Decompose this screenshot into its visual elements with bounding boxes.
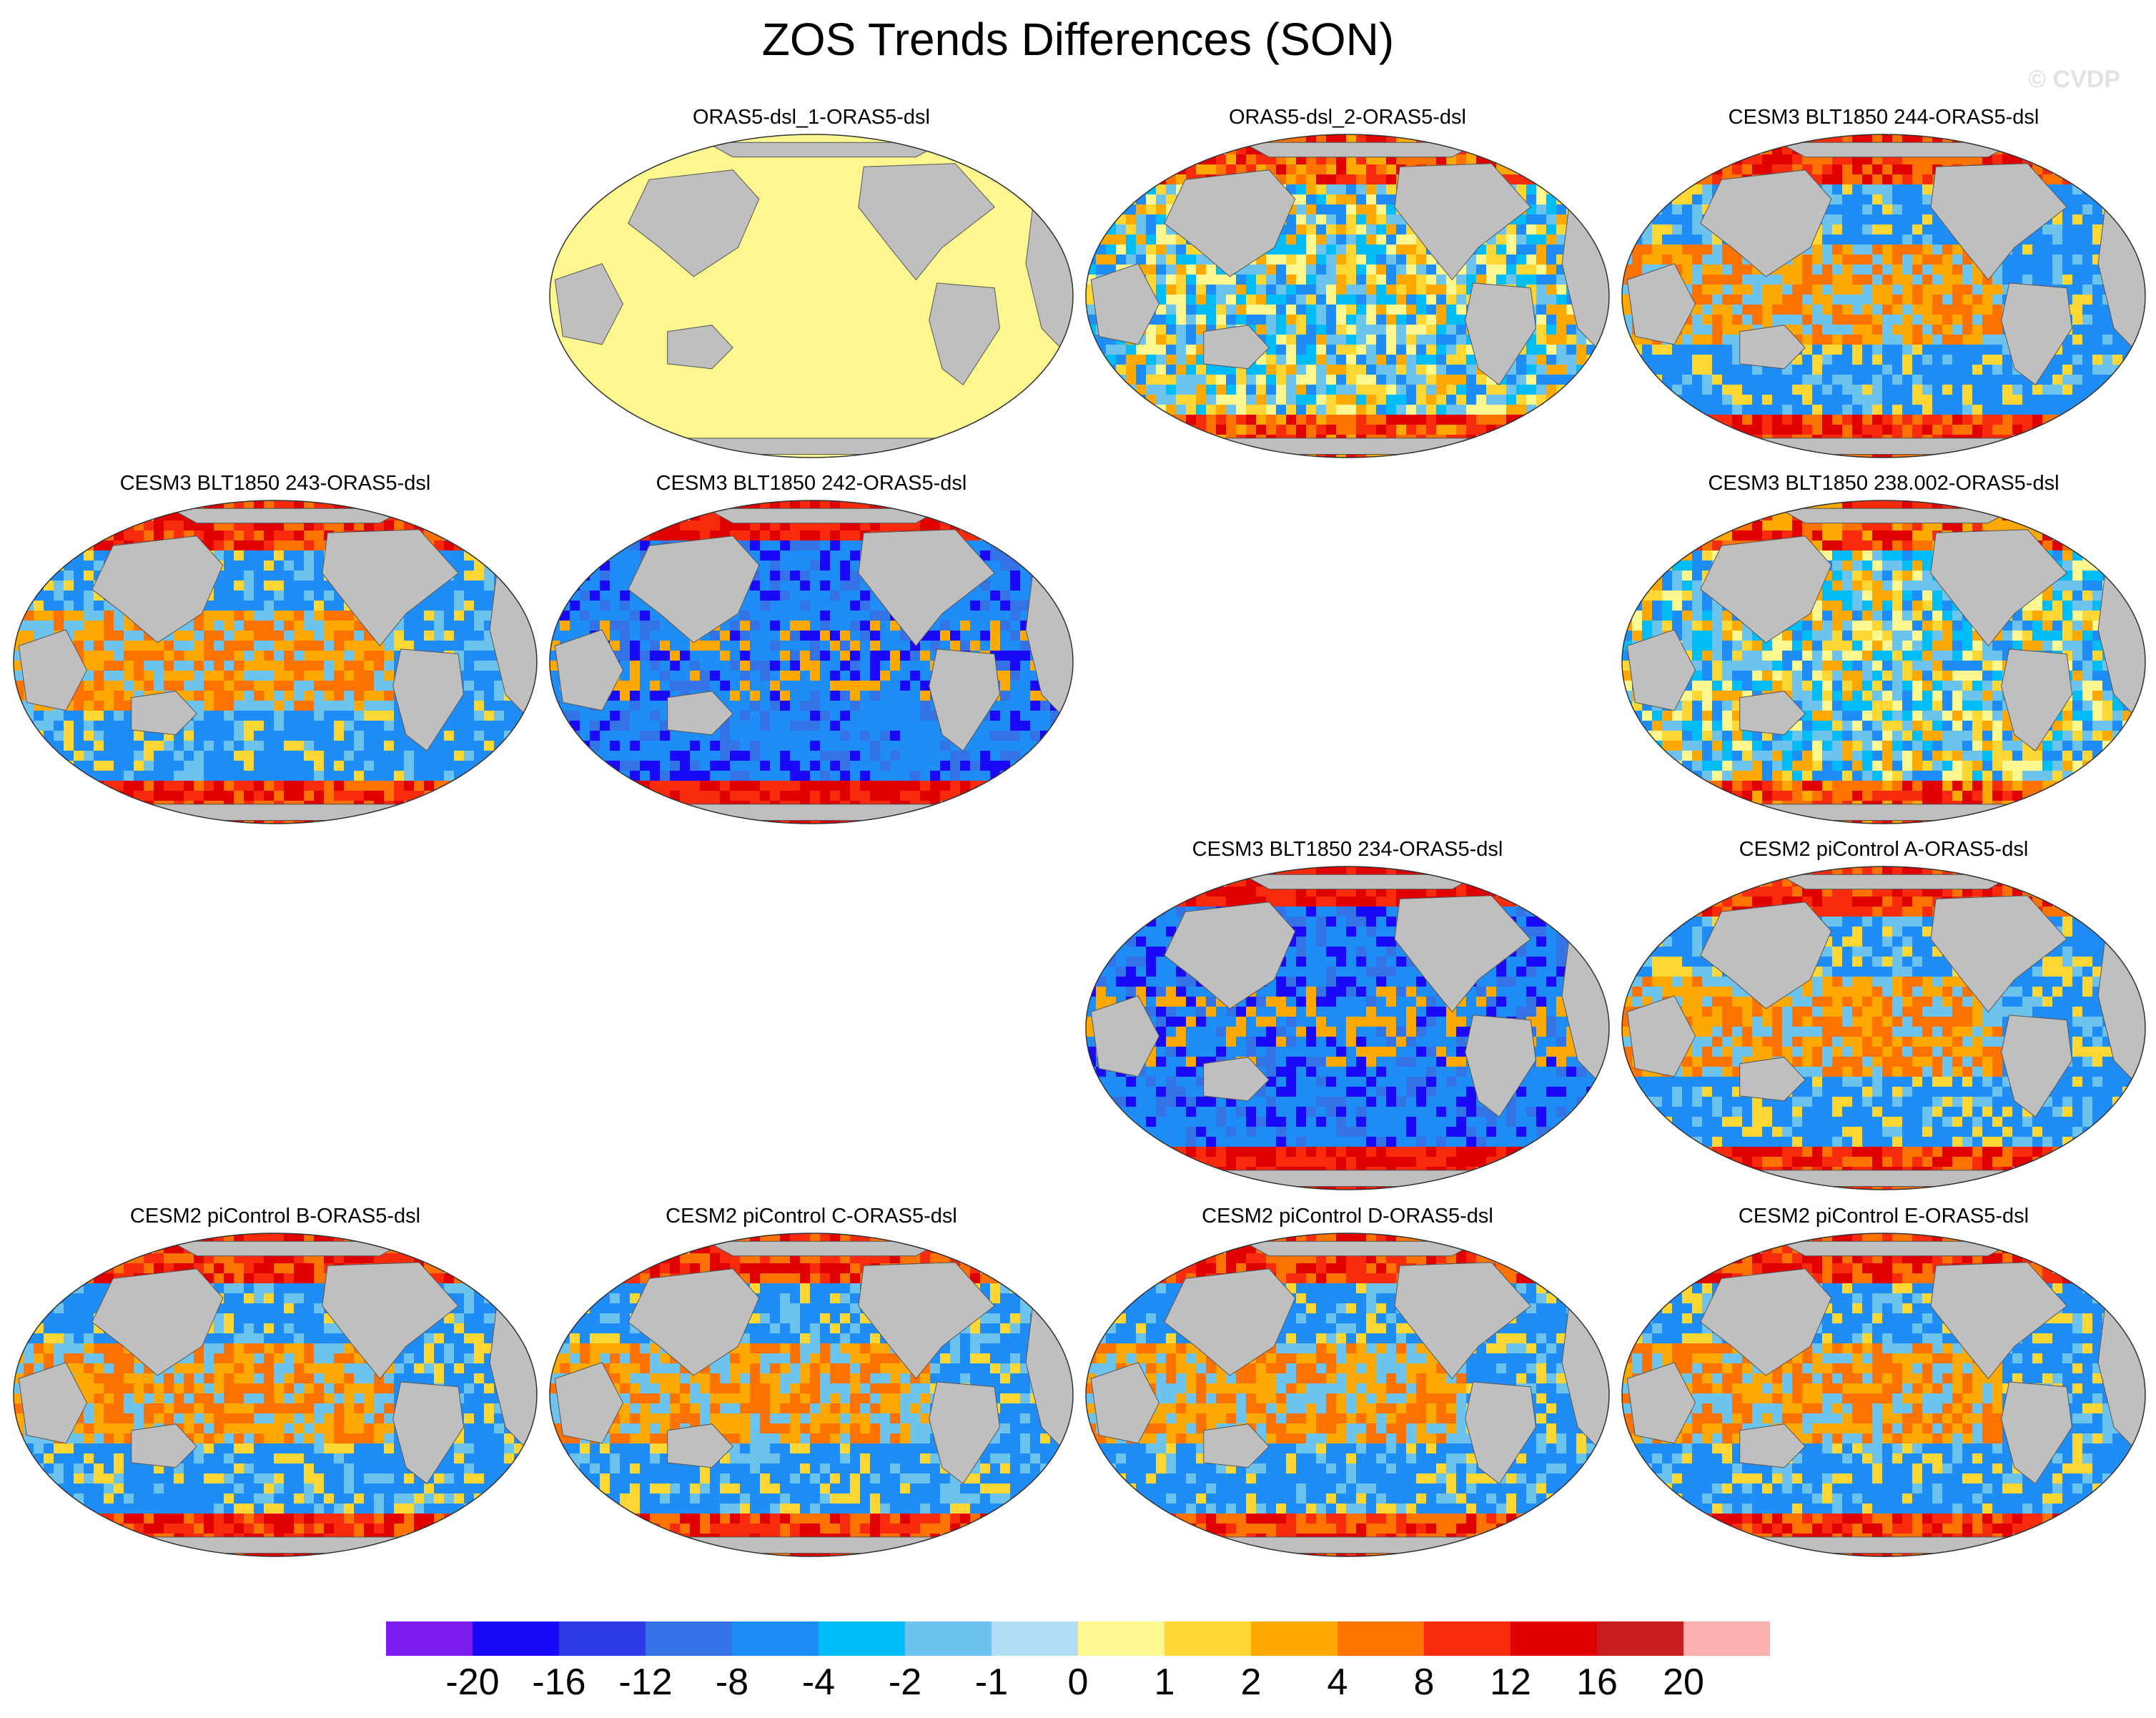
colorbar-swatch — [386, 1621, 473, 1656]
map-panel: CESM3 BLT1850 238.002-ORAS5-dsl — [1619, 472, 2148, 829]
panel-title: CESM3 BLT1850 244-ORAS5-dsl — [1728, 106, 2039, 129]
colorbar-swatch — [1510, 1621, 1597, 1656]
world-map — [549, 500, 1074, 824]
world-map — [1085, 1233, 1610, 1557]
panel-title: CESM3 BLT1850 234-ORAS5-dsl — [1192, 838, 1503, 861]
colorbar-tick-label: -8 — [715, 1662, 749, 1703]
world-map — [1085, 134, 1610, 458]
world-map — [549, 134, 1074, 458]
map-panel: CESM2 piControl C-ORAS5-dsl — [547, 1205, 1076, 1562]
map-panel: CESM3 BLT1850 244-ORAS5-dsl — [1619, 106, 2148, 463]
colorbar-tick-label: 20 — [1663, 1662, 1704, 1703]
map-panel: CESM2 piControl E-ORAS5-dsl — [1619, 1205, 2148, 1562]
colorbar — [386, 1621, 1770, 1656]
colorbar-swatch — [1424, 1621, 1510, 1656]
map-panel: CESM3 BLT1850 243-ORAS5-dsl — [11, 472, 540, 829]
panel-title: CESM2 piControl A-ORAS5-dsl — [1739, 838, 2029, 861]
panel-title: ORAS5-dsl_1-ORAS5-dsl — [693, 106, 930, 129]
panel-title: CESM2 piControl D-ORAS5-dsl — [1202, 1205, 1493, 1228]
map-panel: CESM3 BLT1850 234-ORAS5-dsl — [1083, 838, 1612, 1195]
panel-title: CESM2 piControl E-ORAS5-dsl — [1738, 1205, 2029, 1228]
colorbar-swatch — [1078, 1621, 1164, 1656]
panel-title: CESM3 BLT1850 243-ORAS5-dsl — [119, 472, 431, 495]
panel-title: CESM3 BLT1850 242-ORAS5-dsl — [656, 472, 967, 495]
colorbar-swatch — [992, 1621, 1078, 1656]
world-map — [1621, 500, 2146, 824]
colorbar-tick-label: 0 — [1067, 1662, 1089, 1703]
colorbar-swatch — [732, 1621, 819, 1656]
map-panel: ORAS5-dsl_1-ORAS5-dsl — [547, 106, 1076, 463]
map-panel: CESM2 piControl D-ORAS5-dsl — [1083, 1205, 1612, 1562]
colorbar-swatch — [1251, 1621, 1337, 1656]
map-panel: CESM3 BLT1850 242-ORAS5-dsl — [547, 472, 1076, 829]
colorbar-swatch — [473, 1621, 559, 1656]
world-map — [549, 1233, 1074, 1557]
colorbar-tick-label: 12 — [1490, 1662, 1531, 1703]
world-map — [13, 500, 538, 824]
map-panel: ORAS5-dsl_2-ORAS5-dsl — [1083, 106, 1612, 463]
watermark: © CVDP — [2028, 66, 2120, 93]
colorbar-tick-label: 16 — [1576, 1662, 1618, 1703]
colorbar-tick-label: -1 — [974, 1662, 1009, 1703]
colorbar-swatch — [1683, 1621, 1770, 1656]
colorbar-swatch — [559, 1621, 646, 1656]
colorbar-tick-label: 8 — [1413, 1662, 1435, 1703]
world-map — [1621, 134, 2146, 458]
colorbar-swatch — [646, 1621, 732, 1656]
colorbar-tick-label: -12 — [618, 1662, 673, 1703]
colorbar-tick-label: 2 — [1240, 1662, 1262, 1703]
colorbar-swatch — [1337, 1621, 1424, 1656]
colorbar-tick-label: -20 — [445, 1662, 500, 1703]
panel-title: ORAS5-dsl_2-ORAS5-dsl — [1229, 106, 1466, 129]
colorbar-tick-label: -4 — [801, 1662, 836, 1703]
colorbar-swatch — [819, 1621, 905, 1656]
colorbar-tick-label: 4 — [1327, 1662, 1348, 1703]
panel-title: CESM3 BLT1850 238.002-ORAS5-dsl — [1708, 472, 2059, 495]
world-map — [13, 1233, 538, 1557]
panel-title: CESM2 piControl B-ORAS5-dsl — [129, 1205, 421, 1228]
map-panel: CESM2 piControl A-ORAS5-dsl — [1619, 838, 2148, 1195]
map-panel: CESM2 piControl B-ORAS5-dsl — [11, 1205, 540, 1562]
colorbar-tick-label: -2 — [888, 1662, 922, 1703]
world-map — [1085, 866, 1610, 1190]
panel-title: CESM2 piControl C-ORAS5-dsl — [666, 1205, 957, 1228]
world-map — [1621, 1233, 2146, 1557]
colorbar-tick-label: -16 — [532, 1662, 586, 1703]
world-map — [1621, 866, 2146, 1190]
colorbar-tick-label: 1 — [1154, 1662, 1175, 1703]
figure-title: ZOS Trends Differences (SON) — [761, 14, 1395, 65]
colorbar-swatch — [1164, 1621, 1251, 1656]
colorbar-swatch — [1597, 1621, 1683, 1656]
colorbar-swatch — [905, 1621, 992, 1656]
